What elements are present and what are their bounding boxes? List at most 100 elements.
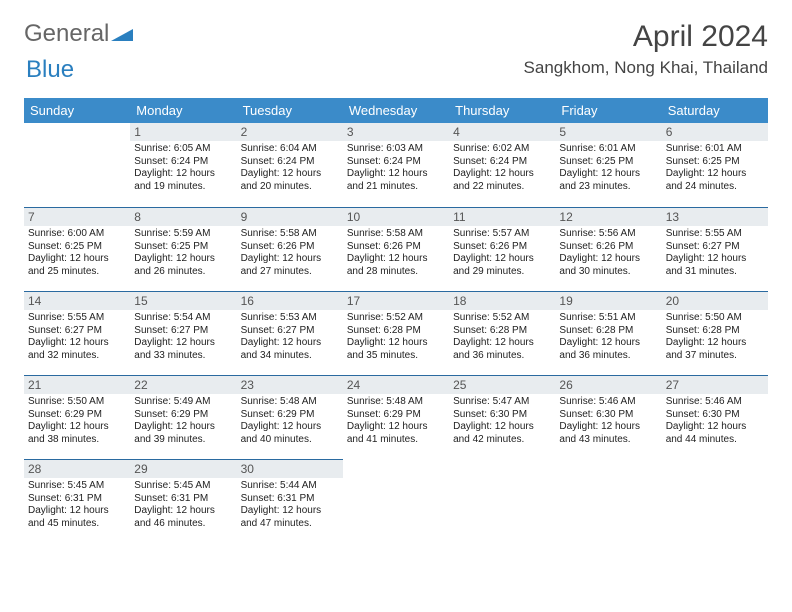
calendar-day-cell: 11Sunrise: 5:57 AMSunset: 6:26 PMDayligh…	[449, 207, 555, 291]
day-details: Sunrise: 6:01 AMSunset: 6:25 PMDaylight:…	[662, 141, 768, 199]
sunrise-line: Sunrise: 5:53 AM	[241, 312, 339, 325]
day-number: 22	[130, 375, 236, 394]
day-details: Sunrise: 5:50 AMSunset: 6:28 PMDaylight:…	[662, 310, 768, 368]
location-subtitle: Sangkhom, Nong Khai, Thailand	[524, 58, 768, 78]
sunrise-line: Sunrise: 5:55 AM	[28, 312, 126, 325]
calendar-day-cell: 26Sunrise: 5:46 AMSunset: 6:30 PMDayligh…	[555, 375, 661, 459]
daylight-line: Daylight: 12 hours and 29 minutes.	[453, 253, 551, 278]
sunset-line: Sunset: 6:26 PM	[347, 241, 445, 254]
calendar-day-cell: 29Sunrise: 5:45 AMSunset: 6:31 PMDayligh…	[130, 459, 236, 543]
sunrise-line: Sunrise: 5:46 AM	[559, 396, 657, 409]
sunrise-line: Sunrise: 5:46 AM	[666, 396, 764, 409]
sunset-line: Sunset: 6:27 PM	[28, 325, 126, 338]
calendar-day-cell: 5Sunrise: 6:01 AMSunset: 6:25 PMDaylight…	[555, 123, 661, 207]
weekday-header: Friday	[555, 98, 661, 123]
day-number: 2	[237, 123, 343, 141]
day-details: Sunrise: 5:46 AMSunset: 6:30 PMDaylight:…	[555, 394, 661, 452]
weekday-header: Monday	[130, 98, 236, 123]
day-details: Sunrise: 5:44 AMSunset: 6:31 PMDaylight:…	[237, 478, 343, 536]
sunrise-line: Sunrise: 5:48 AM	[241, 396, 339, 409]
sunrise-line: Sunrise: 5:58 AM	[347, 228, 445, 241]
sunrise-line: Sunrise: 5:59 AM	[134, 228, 232, 241]
weekday-header: Wednesday	[343, 98, 449, 123]
daylight-line: Daylight: 12 hours and 32 minutes.	[28, 337, 126, 362]
sunset-line: Sunset: 6:26 PM	[241, 241, 339, 254]
daylight-line: Daylight: 12 hours and 25 minutes.	[28, 253, 126, 278]
day-number: 9	[237, 207, 343, 226]
sunrise-line: Sunrise: 6:01 AM	[559, 143, 657, 156]
sunset-line: Sunset: 6:25 PM	[666, 156, 764, 169]
sunset-line: Sunset: 6:29 PM	[134, 409, 232, 422]
daylight-line: Daylight: 12 hours and 39 minutes.	[134, 421, 232, 446]
sunset-line: Sunset: 6:31 PM	[241, 493, 339, 506]
day-number: 7	[24, 207, 130, 226]
day-number	[24, 123, 130, 141]
sunset-line: Sunset: 6:29 PM	[241, 409, 339, 422]
sunrise-line: Sunrise: 5:49 AM	[134, 396, 232, 409]
daylight-line: Daylight: 12 hours and 33 minutes.	[134, 337, 232, 362]
day-details: Sunrise: 6:03 AMSunset: 6:24 PMDaylight:…	[343, 141, 449, 199]
day-number: 27	[662, 375, 768, 394]
daylight-line: Daylight: 12 hours and 45 minutes.	[28, 505, 126, 530]
day-details: Sunrise: 5:57 AMSunset: 6:26 PMDaylight:…	[449, 226, 555, 284]
day-details: Sunrise: 5:52 AMSunset: 6:28 PMDaylight:…	[449, 310, 555, 368]
calendar-day-cell: 19Sunrise: 5:51 AMSunset: 6:28 PMDayligh…	[555, 291, 661, 375]
sunset-line: Sunset: 6:27 PM	[666, 241, 764, 254]
weekday-header: Tuesday	[237, 98, 343, 123]
calendar-day-cell	[449, 459, 555, 543]
day-number: 6	[662, 123, 768, 141]
sunset-line: Sunset: 6:28 PM	[559, 325, 657, 338]
daylight-line: Daylight: 12 hours and 27 minutes.	[241, 253, 339, 278]
sunrise-line: Sunrise: 5:56 AM	[559, 228, 657, 241]
calendar-day-cell: 4Sunrise: 6:02 AMSunset: 6:24 PMDaylight…	[449, 123, 555, 207]
calendar-day-cell: 24Sunrise: 5:48 AMSunset: 6:29 PMDayligh…	[343, 375, 449, 459]
sunrise-line: Sunrise: 6:04 AM	[241, 143, 339, 156]
day-number: 19	[555, 291, 661, 310]
day-number: 15	[130, 291, 236, 310]
sunset-line: Sunset: 6:31 PM	[28, 493, 126, 506]
day-details: Sunrise: 6:04 AMSunset: 6:24 PMDaylight:…	[237, 141, 343, 199]
day-number: 30	[237, 459, 343, 478]
calendar-week-row: 14Sunrise: 5:55 AMSunset: 6:27 PMDayligh…	[24, 291, 768, 375]
sunrise-line: Sunrise: 6:01 AM	[666, 143, 764, 156]
day-details: Sunrise: 5:45 AMSunset: 6:31 PMDaylight:…	[24, 478, 130, 536]
sunset-line: Sunset: 6:30 PM	[559, 409, 657, 422]
sunset-line: Sunset: 6:30 PM	[453, 409, 551, 422]
day-details: Sunrise: 5:49 AMSunset: 6:29 PMDaylight:…	[130, 394, 236, 452]
day-details: Sunrise: 5:58 AMSunset: 6:26 PMDaylight:…	[343, 226, 449, 284]
sunset-line: Sunset: 6:25 PM	[134, 241, 232, 254]
daylight-line: Daylight: 12 hours and 20 minutes.	[241, 168, 339, 193]
logo: General	[24, 20, 133, 48]
daylight-line: Daylight: 12 hours and 19 minutes.	[134, 168, 232, 193]
day-details: Sunrise: 5:53 AMSunset: 6:27 PMDaylight:…	[237, 310, 343, 368]
sunrise-line: Sunrise: 5:50 AM	[666, 312, 764, 325]
calendar-week-row: 1Sunrise: 6:05 AMSunset: 6:24 PMDaylight…	[24, 123, 768, 207]
sunset-line: Sunset: 6:24 PM	[347, 156, 445, 169]
weekday-header: Sunday	[24, 98, 130, 123]
day-details: Sunrise: 5:56 AMSunset: 6:26 PMDaylight:…	[555, 226, 661, 284]
day-number: 28	[24, 459, 130, 478]
day-number: 11	[449, 207, 555, 226]
month-title: April 2024	[524, 20, 768, 54]
sunrise-line: Sunrise: 6:05 AM	[134, 143, 232, 156]
sunset-line: Sunset: 6:24 PM	[241, 156, 339, 169]
calendar-day-cell: 22Sunrise: 5:49 AMSunset: 6:29 PMDayligh…	[130, 375, 236, 459]
sunrise-line: Sunrise: 5:47 AM	[453, 396, 551, 409]
calendar-day-cell: 15Sunrise: 5:54 AMSunset: 6:27 PMDayligh…	[130, 291, 236, 375]
sunset-line: Sunset: 6:30 PM	[666, 409, 764, 422]
day-details: Sunrise: 5:55 AMSunset: 6:27 PMDaylight:…	[662, 226, 768, 284]
daylight-line: Daylight: 12 hours and 42 minutes.	[453, 421, 551, 446]
daylight-line: Daylight: 12 hours and 36 minutes.	[453, 337, 551, 362]
calendar-day-cell: 28Sunrise: 5:45 AMSunset: 6:31 PMDayligh…	[24, 459, 130, 543]
calendar-week-row: 7Sunrise: 6:00 AMSunset: 6:25 PMDaylight…	[24, 207, 768, 291]
daylight-line: Daylight: 12 hours and 47 minutes.	[241, 505, 339, 530]
day-number: 23	[237, 375, 343, 394]
calendar-day-cell	[662, 459, 768, 543]
calendar-body: 1Sunrise: 6:05 AMSunset: 6:24 PMDaylight…	[24, 123, 768, 543]
daylight-line: Daylight: 12 hours and 30 minutes.	[559, 253, 657, 278]
daylight-line: Daylight: 12 hours and 31 minutes.	[666, 253, 764, 278]
sunset-line: Sunset: 6:29 PM	[347, 409, 445, 422]
calendar-day-cell: 3Sunrise: 6:03 AMSunset: 6:24 PMDaylight…	[343, 123, 449, 207]
daylight-line: Daylight: 12 hours and 43 minutes.	[559, 421, 657, 446]
day-details: Sunrise: 5:59 AMSunset: 6:25 PMDaylight:…	[130, 226, 236, 284]
